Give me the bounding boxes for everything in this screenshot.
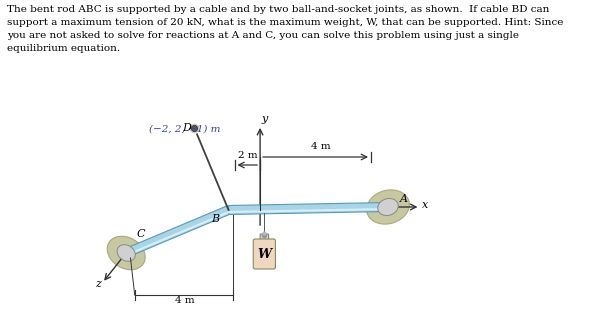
Text: y: y [262, 114, 268, 124]
Text: 2 m: 2 m [238, 151, 257, 160]
Polygon shape [125, 206, 230, 257]
Text: The bent rod ABC is supported by a cable and by two ball-and-socket joints, as s: The bent rod ABC is supported by a cable… [7, 5, 563, 53]
Text: 4 m: 4 m [311, 142, 331, 151]
Ellipse shape [107, 236, 145, 270]
Text: x: x [422, 200, 428, 210]
Ellipse shape [117, 245, 135, 261]
Ellipse shape [367, 190, 409, 224]
FancyBboxPatch shape [260, 234, 268, 242]
Ellipse shape [378, 198, 398, 215]
Text: B: B [212, 214, 220, 224]
Text: 4 m: 4 m [175, 296, 195, 305]
Text: W: W [257, 247, 271, 260]
Polygon shape [229, 202, 388, 214]
Text: A: A [400, 194, 408, 204]
Text: (−2, 2, −1) m: (−2, 2, −1) m [149, 125, 221, 134]
FancyBboxPatch shape [253, 239, 276, 269]
Text: z: z [96, 279, 101, 289]
Text: C: C [137, 229, 145, 239]
Text: D: D [182, 123, 192, 133]
